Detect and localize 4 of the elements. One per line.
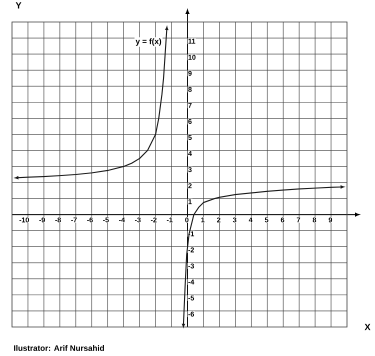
text: Ilustrator: Arif Nursahid [14,345,104,351]
x-axis-title: X [364,324,370,330]
series-label: y = f(x) [136,38,162,46]
y-axis-title: Y [16,2,22,8]
